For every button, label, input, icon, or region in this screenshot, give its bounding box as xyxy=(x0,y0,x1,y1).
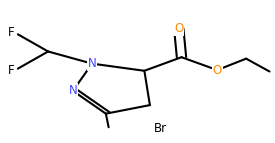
Text: F: F xyxy=(8,26,14,39)
Text: N: N xyxy=(88,57,97,70)
Text: O: O xyxy=(174,22,183,35)
Text: O: O xyxy=(213,64,222,77)
Text: F: F xyxy=(8,64,14,77)
Text: Br: Br xyxy=(154,122,167,135)
Text: N: N xyxy=(68,84,77,97)
